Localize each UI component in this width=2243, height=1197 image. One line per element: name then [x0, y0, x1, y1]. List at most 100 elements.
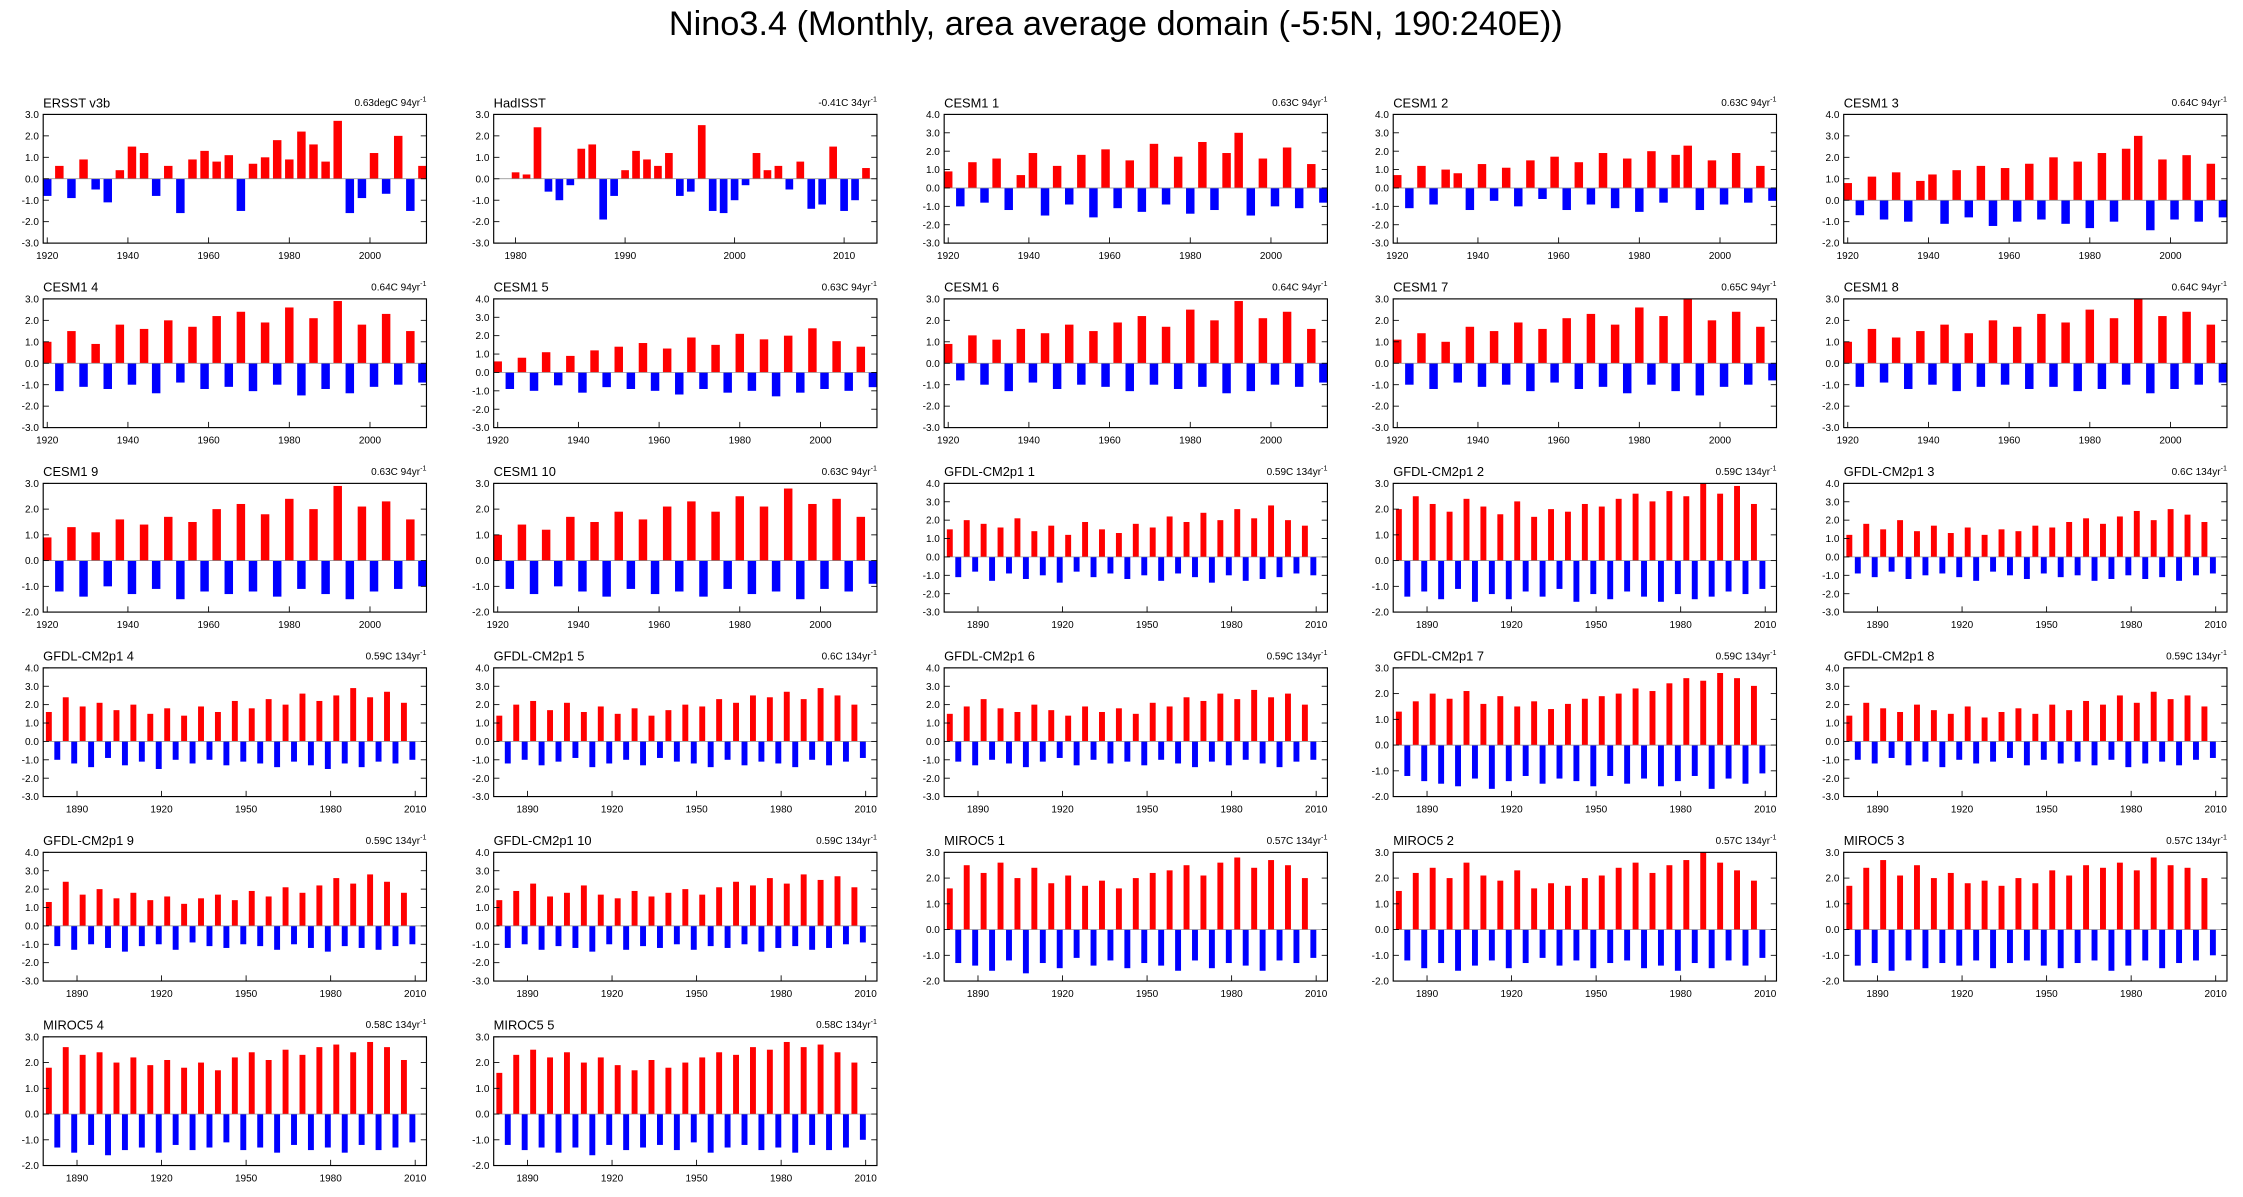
y-tick-label: -3.0	[1372, 239, 1390, 250]
bar	[2159, 556, 2166, 578]
bar	[1028, 363, 1038, 383]
x-tick-label: 1950	[2035, 804, 2058, 815]
bar	[1928, 174, 1937, 201]
bar	[1014, 518, 1021, 557]
y-tick-label: 3.0	[25, 479, 39, 490]
y-tick-label: 2.0	[25, 885, 39, 896]
y-tick-label: 2.0	[1826, 316, 1840, 327]
x-tick-label: 1890	[66, 989, 89, 1000]
bar	[1137, 316, 1147, 364]
bar	[400, 892, 407, 926]
bar	[1077, 154, 1086, 188]
y-tick-label: -2.0	[1822, 774, 1840, 785]
bar	[2037, 313, 2046, 364]
bar	[316, 1047, 323, 1115]
bar	[324, 925, 331, 952]
annotation-superscript: -1	[1321, 465, 1327, 473]
bar	[631, 1070, 638, 1115]
panel: GFDL-CM2p1 2 0.59C 134yr-1-2.0-1.00.01.02…	[1372, 464, 1778, 631]
y-tick-label: 4.0	[25, 848, 39, 859]
x-tick-label: 1920	[1051, 989, 1074, 1000]
bar	[631, 890, 638, 926]
bar	[2170, 363, 2179, 389]
x-tick-label: 1890	[1416, 989, 1439, 1000]
y-tick-label: 1.0	[1375, 165, 1389, 176]
bar	[1930, 878, 1937, 930]
bar	[2150, 857, 2157, 930]
annotation-superscript: -1	[420, 465, 426, 473]
bar	[989, 929, 996, 971]
bar	[1538, 187, 1547, 199]
bar	[980, 523, 987, 557]
x-tick-label: 2010	[1305, 989, 1328, 1000]
bar	[851, 704, 858, 742]
bar	[1891, 172, 1901, 201]
bar	[699, 1057, 706, 1115]
panel-title: GFDL-CM2p1 5	[494, 649, 585, 664]
bar	[1897, 875, 1904, 930]
bar	[844, 372, 853, 391]
bar	[1395, 890, 1402, 930]
y-tick-label: -1.0	[1822, 951, 1840, 962]
bar	[381, 313, 391, 364]
bar	[1463, 862, 1470, 930]
bar	[834, 1052, 841, 1115]
y-tick-label: -3.0	[1822, 423, 1840, 434]
bar	[513, 704, 520, 742]
x-tick-label: 1950	[1136, 989, 1159, 1000]
bar	[699, 560, 708, 597]
panel: CESM1 8 0.64C 94yr-1-3.0-2.0-1.00.01.02.0…	[1822, 280, 2228, 446]
bar	[631, 708, 638, 742]
bar	[1581, 698, 1588, 746]
y-tick-label: -3.0	[1822, 608, 1840, 619]
bar	[1952, 170, 1961, 201]
y-tick-label: 2.0	[926, 874, 940, 885]
bar	[1234, 301, 1243, 364]
y-tick-label: -2.0	[472, 958, 490, 969]
y-tick-label: 0.0	[475, 737, 489, 748]
panel: GFDL-CM2p1 10 0.59C 134yr-1-3.0-2.0-1.00.…	[472, 833, 878, 1000]
y-tick-label: -2.0	[1822, 977, 1840, 988]
bar	[2206, 324, 2216, 364]
bar	[2007, 929, 2013, 964]
bar	[1497, 880, 1504, 930]
y-tick-label: 2.0	[1826, 700, 1840, 711]
bar	[115, 170, 125, 179]
panel-title: CESM1 6	[944, 280, 999, 295]
x-tick-label: 1890	[1866, 989, 1889, 1000]
y-tick-label: -1.0	[472, 940, 490, 951]
bar	[1905, 741, 1912, 766]
bar	[2218, 200, 2228, 218]
bar	[783, 691, 790, 742]
bar	[1930, 525, 1937, 557]
y-tick-label: 4.0	[926, 663, 940, 674]
bar	[775, 925, 782, 948]
y-tick-label: -1.0	[923, 571, 941, 582]
y-tick-label: 0.0	[1375, 556, 1389, 567]
bar	[1125, 363, 1134, 392]
bar	[1744, 187, 1753, 203]
x-tick-label: 2010	[2205, 989, 2228, 1000]
bar	[599, 178, 608, 220]
panel-title: GFDL-CM2p1 10	[494, 833, 592, 848]
bar	[662, 506, 672, 561]
bar	[597, 894, 604, 926]
bar	[1641, 745, 1647, 779]
bar	[1964, 706, 1971, 742]
y-tick-label: 2.0	[1375, 505, 1389, 516]
bar	[248, 363, 258, 392]
bar	[1065, 715, 1072, 742]
bar	[2032, 713, 2039, 742]
bar	[285, 159, 294, 179]
bar	[2049, 527, 2056, 557]
bar	[2184, 867, 2191, 930]
bar	[665, 710, 672, 742]
x-tick-label: 1950	[1136, 804, 1159, 815]
bar	[375, 1114, 382, 1151]
bar	[393, 363, 403, 385]
bar	[316, 885, 323, 926]
bar	[2133, 510, 2140, 557]
x-tick-label: 2010	[2205, 804, 2228, 815]
x-tick-label: 1980	[504, 251, 527, 262]
